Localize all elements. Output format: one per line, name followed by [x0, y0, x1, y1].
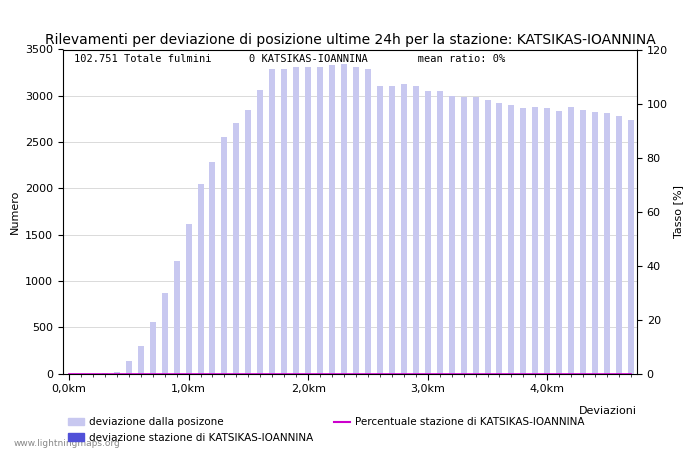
Text: 102.751 Totale fulmini      0 KATSIKAS-IOANNINA        mean ratio: 0%: 102.751 Totale fulmini 0 KATSIKAS-IOANNI… [74, 54, 505, 64]
Bar [186, 225, 192, 374]
Bar [162, 293, 167, 373]
Bar [197, 184, 204, 374]
Bar [138, 346, 144, 374]
Bar [281, 69, 287, 374]
Bar [461, 97, 467, 374]
Bar [293, 67, 299, 374]
Bar [246, 110, 251, 374]
Bar [484, 100, 491, 374]
Bar [233, 123, 239, 374]
Bar [628, 120, 634, 374]
Y-axis label: Tasso [%]: Tasso [%] [673, 185, 683, 238]
Bar [341, 64, 347, 374]
Bar [449, 96, 454, 374]
Bar [616, 116, 622, 374]
Bar [496, 103, 503, 374]
Bar [174, 261, 180, 373]
Title: Rilevamenti per deviazione di posizione ultime 24h per la stazione: KATSIKAS-IOA: Rilevamenti per deviazione di posizione … [45, 33, 655, 47]
Bar [389, 86, 395, 373]
Text: Deviazioni: Deviazioni [579, 406, 637, 416]
Bar [365, 69, 371, 374]
Bar [580, 110, 586, 374]
Bar [604, 113, 610, 374]
Text: www.lightningmaps.org: www.lightningmaps.org [14, 439, 120, 448]
Bar [377, 86, 383, 373]
Bar [353, 67, 359, 374]
Bar [114, 372, 120, 374]
Bar [520, 108, 526, 374]
Bar [221, 136, 228, 373]
Bar [556, 111, 562, 374]
Bar [473, 97, 479, 374]
Bar [413, 86, 419, 373]
Bar [592, 112, 598, 374]
Bar [425, 91, 430, 374]
Bar [126, 361, 132, 374]
Bar [508, 105, 514, 374]
Legend: deviazione dalla posizone, deviazione stazione di KATSIKAS-IOANNINA, Percentuale: deviazione dalla posizone, deviazione st… [68, 417, 584, 442]
Bar [305, 67, 311, 374]
Bar [568, 107, 574, 374]
Bar [329, 65, 335, 374]
Y-axis label: Numero: Numero [10, 189, 20, 234]
Bar [258, 90, 263, 374]
Bar [270, 69, 275, 374]
Bar [437, 91, 442, 374]
Bar [150, 322, 155, 374]
Bar [401, 84, 407, 373]
Bar [317, 67, 323, 374]
Bar [209, 162, 216, 374]
Bar [533, 107, 538, 374]
Bar [545, 108, 550, 374]
